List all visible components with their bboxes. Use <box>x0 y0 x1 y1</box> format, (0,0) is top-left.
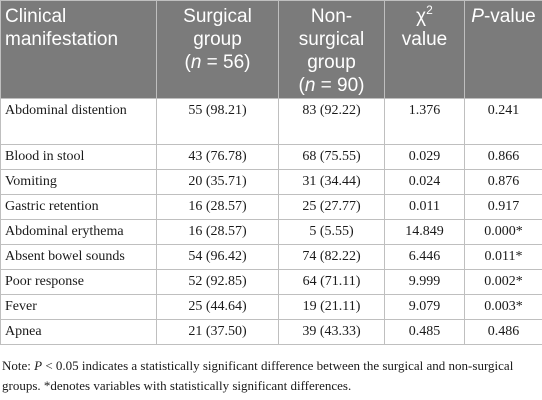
nonsurgical-cell: 5 (5.55) <box>278 219 385 245</box>
p-value-cell: 0.866 <box>464 144 542 170</box>
surgical-cell: 16 (28.57) <box>156 194 279 220</box>
clinical-manifestation-table: Clinical manifestation Surgical group (n… <box>0 0 542 345</box>
table-footnote: Note: P < 0.05 indicates a statistically… <box>2 358 514 393</box>
manifestation-cell: Apnea <box>0 319 157 345</box>
p-value-cell: 0.486 <box>464 319 542 345</box>
surgical-cell: 52 (92.85) <box>156 269 279 295</box>
chi2-cell: 0.011 <box>384 194 465 220</box>
table-row: Abdominal erythema 16 (28.57) 5 (5.55) 1… <box>0 219 542 245</box>
surgical-cell: 25 (44.64) <box>156 294 279 320</box>
table-row: Absent bowel sounds 54 (96.42) 74 (82.22… <box>0 244 542 270</box>
nonsurgical-cell: 39 (43.33) <box>278 319 385 345</box>
header-surgical-group: Surgical group (n = 56) <box>156 0 279 99</box>
manifestation-cell: Absent bowel sounds <box>0 244 157 270</box>
manifestation-cell: Blood in stool <box>0 144 157 170</box>
p-value-cell: 0.003* <box>464 294 542 320</box>
surgical-cell: 54 (96.42) <box>156 244 279 270</box>
nonsurgical-cell: 74 (82.22) <box>278 244 385 270</box>
table-row: Abdominal distention 55 (98.21) 83 (92.2… <box>0 98 542 145</box>
chi2-cell: 0.029 <box>384 144 465 170</box>
header-clinical-manifestation: Clinical manifestation <box>0 0 157 99</box>
manifestation-cell: Vomiting <box>0 169 157 195</box>
p-value-cell: 0.011* <box>464 244 542 270</box>
chi2-cell: 14.849 <box>384 219 465 245</box>
manifestation-cell: Fever <box>0 294 157 320</box>
nonsurgical-cell: 25 (27.77) <box>278 194 385 220</box>
p-value-cell: 0.241 <box>464 98 542 145</box>
chi2-cell: 9.999 <box>384 269 465 295</box>
header-chi-square-value: χ2 value <box>384 0 465 99</box>
table-row: Fever 25 (44.64) 19 (21.11) 9.079 0.003* <box>0 294 542 320</box>
nonsurgical-cell: 31 (34.44) <box>278 169 385 195</box>
header-p-value: P-value <box>464 0 542 99</box>
p-value-cell: 0.917 <box>464 194 542 220</box>
manifestation-cell: Abdominal distention <box>0 98 157 145</box>
p-value-cell: 0.876 <box>464 169 542 195</box>
nonsurgical-cell: 83 (92.22) <box>278 98 385 145</box>
p-value-cell: 0.000* <box>464 219 542 245</box>
surgical-cell: 43 (76.78) <box>156 144 279 170</box>
table-row: Apnea 21 (37.50) 39 (43.33) 0.485 0.486 <box>0 319 542 345</box>
manifestation-cell: Abdominal erythema <box>0 219 157 245</box>
table-header-row: Clinical manifestation Surgical group (n… <box>0 0 542 99</box>
table-row: Gastric retention 16 (28.57) 25 (27.77) … <box>0 194 542 220</box>
chi2-cell: 0.024 <box>384 169 465 195</box>
surgical-cell: 21 (37.50) <box>156 319 279 345</box>
nonsurgical-cell: 68 (75.55) <box>278 144 385 170</box>
table-row: Blood in stool 43 (76.78) 68 (75.55) 0.0… <box>0 144 542 170</box>
chi2-cell: 6.446 <box>384 244 465 270</box>
manifestation-cell: Poor response <box>0 269 157 295</box>
table-row: Poor response 52 (92.85) 64 (71.11) 9.99… <box>0 269 542 295</box>
nonsurgical-cell: 19 (21.11) <box>278 294 385 320</box>
surgical-cell: 55 (98.21) <box>156 98 279 145</box>
chi2-cell: 0.485 <box>384 319 465 345</box>
chi2-cell: 9.079 <box>384 294 465 320</box>
nonsurgical-cell: 64 (71.11) <box>278 269 385 295</box>
p-value-cell: 0.002* <box>464 269 542 295</box>
header-nonsurgical-group: Non- surgical group (n = 90) <box>278 0 385 99</box>
surgical-cell: 20 (35.71) <box>156 169 279 195</box>
surgical-cell: 16 (28.57) <box>156 219 279 245</box>
manifestation-cell: Gastric retention <box>0 194 157 220</box>
table-row: Vomiting 20 (35.71) 31 (34.44) 0.024 0.8… <box>0 169 542 195</box>
chi2-cell: 1.376 <box>384 98 465 145</box>
